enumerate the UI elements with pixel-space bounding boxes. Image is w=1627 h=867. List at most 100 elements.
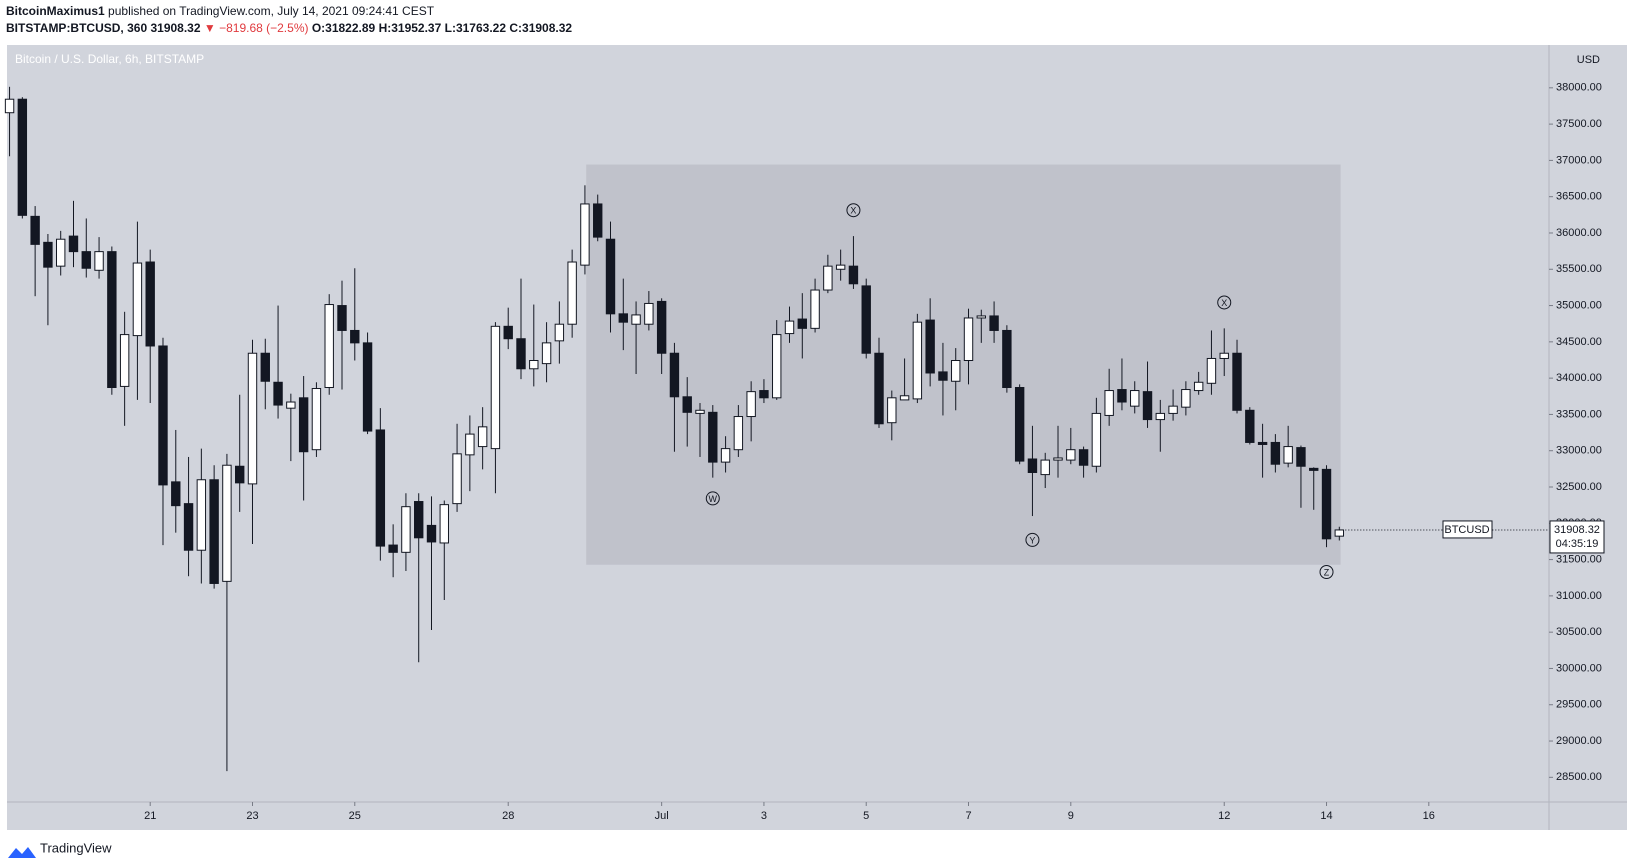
candle-body bbox=[388, 544, 398, 553]
wave-label: Y bbox=[1029, 535, 1035, 545]
x-tick-label: 7 bbox=[965, 810, 971, 822]
candle-body bbox=[899, 395, 910, 401]
candle-body bbox=[414, 501, 424, 539]
x-tick-label: 9 bbox=[1068, 810, 1074, 822]
candle-body bbox=[1334, 529, 1345, 537]
candle-body bbox=[644, 302, 654, 325]
candle-body bbox=[1206, 357, 1217, 384]
wave-marker bbox=[705, 491, 720, 506]
candle-body bbox=[848, 265, 859, 285]
x-tick-label: 5 bbox=[863, 810, 869, 822]
candle-body bbox=[963, 317, 974, 362]
candle-body bbox=[171, 481, 181, 507]
candle-body bbox=[1053, 457, 1063, 461]
candle-body bbox=[196, 479, 207, 551]
candle-body bbox=[209, 479, 219, 584]
candle-body bbox=[1002, 329, 1012, 389]
candle-body bbox=[247, 352, 258, 485]
candle-body bbox=[17, 98, 28, 216]
candle-body bbox=[874, 352, 884, 425]
candle-body bbox=[720, 448, 731, 463]
x-tick-label: 21 bbox=[144, 810, 156, 822]
last: 31908.32 bbox=[150, 21, 201, 35]
candle-body bbox=[823, 265, 833, 291]
h: H:31952.37 bbox=[378, 21, 442, 35]
candle-body bbox=[324, 304, 334, 389]
y-tick-label: 37000.00 bbox=[1556, 154, 1602, 166]
candle-body bbox=[1078, 449, 1089, 466]
candle-body bbox=[1283, 446, 1293, 464]
x-tick-label: 3 bbox=[761, 810, 767, 822]
candle-body bbox=[541, 342, 552, 365]
y-tick-label: 34000.00 bbox=[1556, 372, 1602, 384]
wave-marker bbox=[1319, 564, 1334, 579]
wave-marker bbox=[1025, 532, 1040, 547]
candle-body bbox=[1181, 389, 1191, 408]
ohlc-line: BITSTAMP:BTCUSD, 360 31908.32 ▼ −819.68 … bbox=[6, 21, 572, 35]
candle-body bbox=[490, 325, 501, 450]
y-tick-label: 30500.00 bbox=[1556, 626, 1602, 638]
candle-body bbox=[887, 397, 897, 424]
candle-body bbox=[1296, 447, 1306, 467]
candle-body bbox=[772, 334, 782, 399]
candle-body bbox=[350, 329, 360, 344]
y-tick-label: 36000.00 bbox=[1556, 227, 1602, 239]
y-tick-label: 28500.00 bbox=[1556, 771, 1602, 783]
candle-body bbox=[835, 264, 846, 270]
candle-body bbox=[260, 352, 270, 382]
candle-body bbox=[554, 323, 565, 342]
wave-label: Z bbox=[1324, 567, 1330, 577]
y-tick-label: 31500.00 bbox=[1556, 553, 1602, 565]
y-tick-label: 34500.00 bbox=[1556, 336, 1602, 348]
x-tick-label: 14 bbox=[1320, 810, 1332, 822]
candle-body bbox=[132, 262, 143, 337]
candle-body bbox=[465, 433, 475, 456]
candle-body bbox=[1219, 352, 1229, 359]
candle-body bbox=[119, 334, 130, 387]
candle-body bbox=[529, 360, 539, 370]
candle-body bbox=[976, 315, 986, 319]
l: L:31763.22 bbox=[444, 21, 507, 35]
y-tick-label: 35000.00 bbox=[1556, 299, 1602, 311]
x-axis-bg bbox=[7, 802, 1549, 830]
symbol-tag bbox=[1442, 520, 1493, 539]
candle-body bbox=[631, 314, 641, 325]
candle-body bbox=[375, 429, 386, 547]
countdown: 04:35:19 bbox=[1556, 538, 1599, 550]
candle-body bbox=[107, 251, 117, 389]
candle-body bbox=[43, 241, 53, 268]
candle-body bbox=[298, 397, 309, 453]
change: ▼ −819.68 (−2.5%) bbox=[203, 21, 309, 35]
author[interactable]: BitcoinMaximus1 bbox=[6, 4, 105, 18]
candle-body bbox=[401, 506, 411, 553]
unit: USD bbox=[1577, 54, 1600, 66]
last-price: 31908.32 bbox=[1554, 524, 1600, 536]
candle-body bbox=[1193, 381, 1204, 392]
candle-body bbox=[1321, 468, 1332, 540]
publish-line: BitcoinMaximus1 published on TradingView… bbox=[6, 4, 434, 18]
candle-body bbox=[452, 453, 462, 505]
candle-body bbox=[158, 345, 168, 486]
candle-body bbox=[56, 238, 66, 267]
candle-body bbox=[1091, 412, 1102, 467]
candle-body bbox=[618, 313, 628, 323]
candle-body bbox=[362, 342, 373, 432]
candle-body bbox=[912, 321, 923, 400]
candle-body bbox=[1130, 390, 1140, 407]
candle-body bbox=[580, 203, 590, 266]
y-tick-label: 29000.00 bbox=[1556, 735, 1602, 747]
c: C:31908.32 bbox=[509, 21, 573, 35]
symbol-label: BTCUSD bbox=[1444, 524, 1489, 536]
candle-body bbox=[605, 238, 616, 315]
candle-body bbox=[1014, 387, 1025, 462]
chart-title: Bitcoin / U.S. Dollar, 6h, BITSTAMP bbox=[15, 52, 204, 66]
y-tick-label: 35500.00 bbox=[1556, 263, 1602, 275]
candle-body bbox=[273, 381, 283, 406]
y-tick-label: 30000.00 bbox=[1556, 662, 1602, 674]
wave-marker bbox=[846, 203, 861, 218]
candle-body bbox=[222, 464, 232, 582]
y-tick-label: 33000.00 bbox=[1556, 445, 1602, 457]
candle-body bbox=[81, 251, 91, 269]
candle-body bbox=[669, 352, 680, 398]
candle-body bbox=[951, 360, 961, 382]
